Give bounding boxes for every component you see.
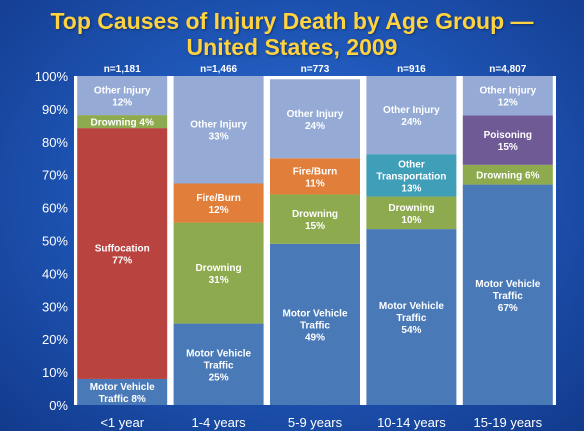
bar-segment-fire-burn [173, 183, 264, 223]
bar-segment-drowning [270, 194, 360, 244]
y-tick-label: 0% [49, 398, 68, 413]
y-tick-label: 50% [42, 234, 68, 249]
y-tick-label: 10% [42, 365, 68, 380]
x-tick-label: 10-14 years [377, 415, 446, 430]
y-tick-label: 20% [42, 332, 68, 347]
y-tick-label: 60% [42, 201, 68, 216]
bar-segment-drowning [77, 115, 168, 129]
segment-label: Motor Vehicle Traffic 8% [90, 382, 155, 405]
segment-label: Drowning 15% [292, 209, 338, 232]
segment-label: Motor Vehicle Traffic 67% [475, 279, 540, 314]
bars-group: Motor Vehicle Traffic 8% Suffocation 77% Dro… [77, 64, 553, 405]
y-tick-label: 40% [42, 266, 68, 281]
sample-size-label: n=916 [397, 64, 426, 75]
y-tick-label: 90% [42, 102, 68, 117]
bar-segment-poisoning [462, 115, 553, 165]
segment-label: Other Transportation 13% [376, 159, 446, 194]
x-tick-label: <1 year [100, 415, 144, 430]
segment-label: Drowning 10% [388, 203, 434, 226]
bar-segment-motor-vehicle [270, 243, 360, 405]
bar-segment-drowning [462, 164, 553, 185]
bar-segment-other-injury [366, 76, 457, 155]
x-tick-label: 5-9 years [288, 415, 343, 430]
x-tick-label: 1-4 years [191, 415, 246, 430]
bar-segment-motor-vehicle [366, 229, 457, 405]
segment-label: Other Injury 12% [94, 86, 151, 109]
y-tick-label: 80% [42, 135, 68, 150]
segment-label: Other Injury 12% [479, 86, 536, 109]
segment-label: Motor Vehicle Traffic 49% [282, 308, 347, 343]
bar-segment-other-injury [173, 76, 264, 184]
y-tick-label: 30% [42, 299, 68, 314]
segment-label: Other Injury 24% [287, 109, 344, 132]
sample-size-label: n=4,807 [489, 64, 526, 75]
segment-label: Drowning 6% [476, 171, 539, 182]
segment-label: Suffocation 77% [95, 244, 150, 267]
bar-segment-other-injury [462, 76, 553, 116]
sample-size-label: n=773 [301, 64, 330, 75]
y-tick-label: 70% [42, 168, 68, 183]
bar-segment-other-injury [270, 79, 360, 159]
x-axis: <1 year 1-4 years 5-9 years 10-14 years 15-1… [100, 415, 542, 430]
y-tick-label: 100% [35, 69, 69, 84]
bar-segment-drowning [173, 222, 264, 324]
segment-label: Poisoning 15% [484, 130, 532, 153]
bar-segment-suffocation [77, 128, 168, 379]
segment-label: Fire/Burn 11% [293, 166, 337, 189]
segment-label: Drowning 31% [196, 263, 242, 286]
bar-segment-drowning [366, 196, 457, 230]
chart-title-line-2: United States, 2009 [186, 34, 398, 60]
chart-title-line-1: Top Causes of Injury Death by Age Group … [50, 8, 534, 34]
y-axis: 0% 10% 20% 30% 40% 50% 60% 70% 80% 90% 100% [35, 69, 69, 413]
segment-label: Other Injury 24% [383, 105, 440, 128]
bar-segment-other-transport [366, 154, 457, 197]
segment-label: Fire/Burn 12% [196, 193, 240, 216]
x-tick-label: 15-19 years [473, 415, 542, 430]
sample-size-label: n=1,466 [200, 64, 237, 75]
segment-label: Motor Vehicle Traffic 54% [379, 301, 444, 336]
segment-label: Other Injury 33% [190, 120, 247, 143]
bar-segment-other-injury [77, 76, 168, 116]
sample-size-label: n=1,181 [104, 64, 141, 75]
bar-segment-motor-vehicle [462, 184, 553, 405]
segment-label: Motor Vehicle Traffic 25% [186, 348, 251, 383]
bar-segment-fire-burn [270, 158, 360, 195]
segment-label: Drowning 4% [91, 118, 154, 129]
bar-segment-motor-vehicle [173, 323, 264, 405]
bar-segment-motor-vehicle [77, 378, 168, 405]
